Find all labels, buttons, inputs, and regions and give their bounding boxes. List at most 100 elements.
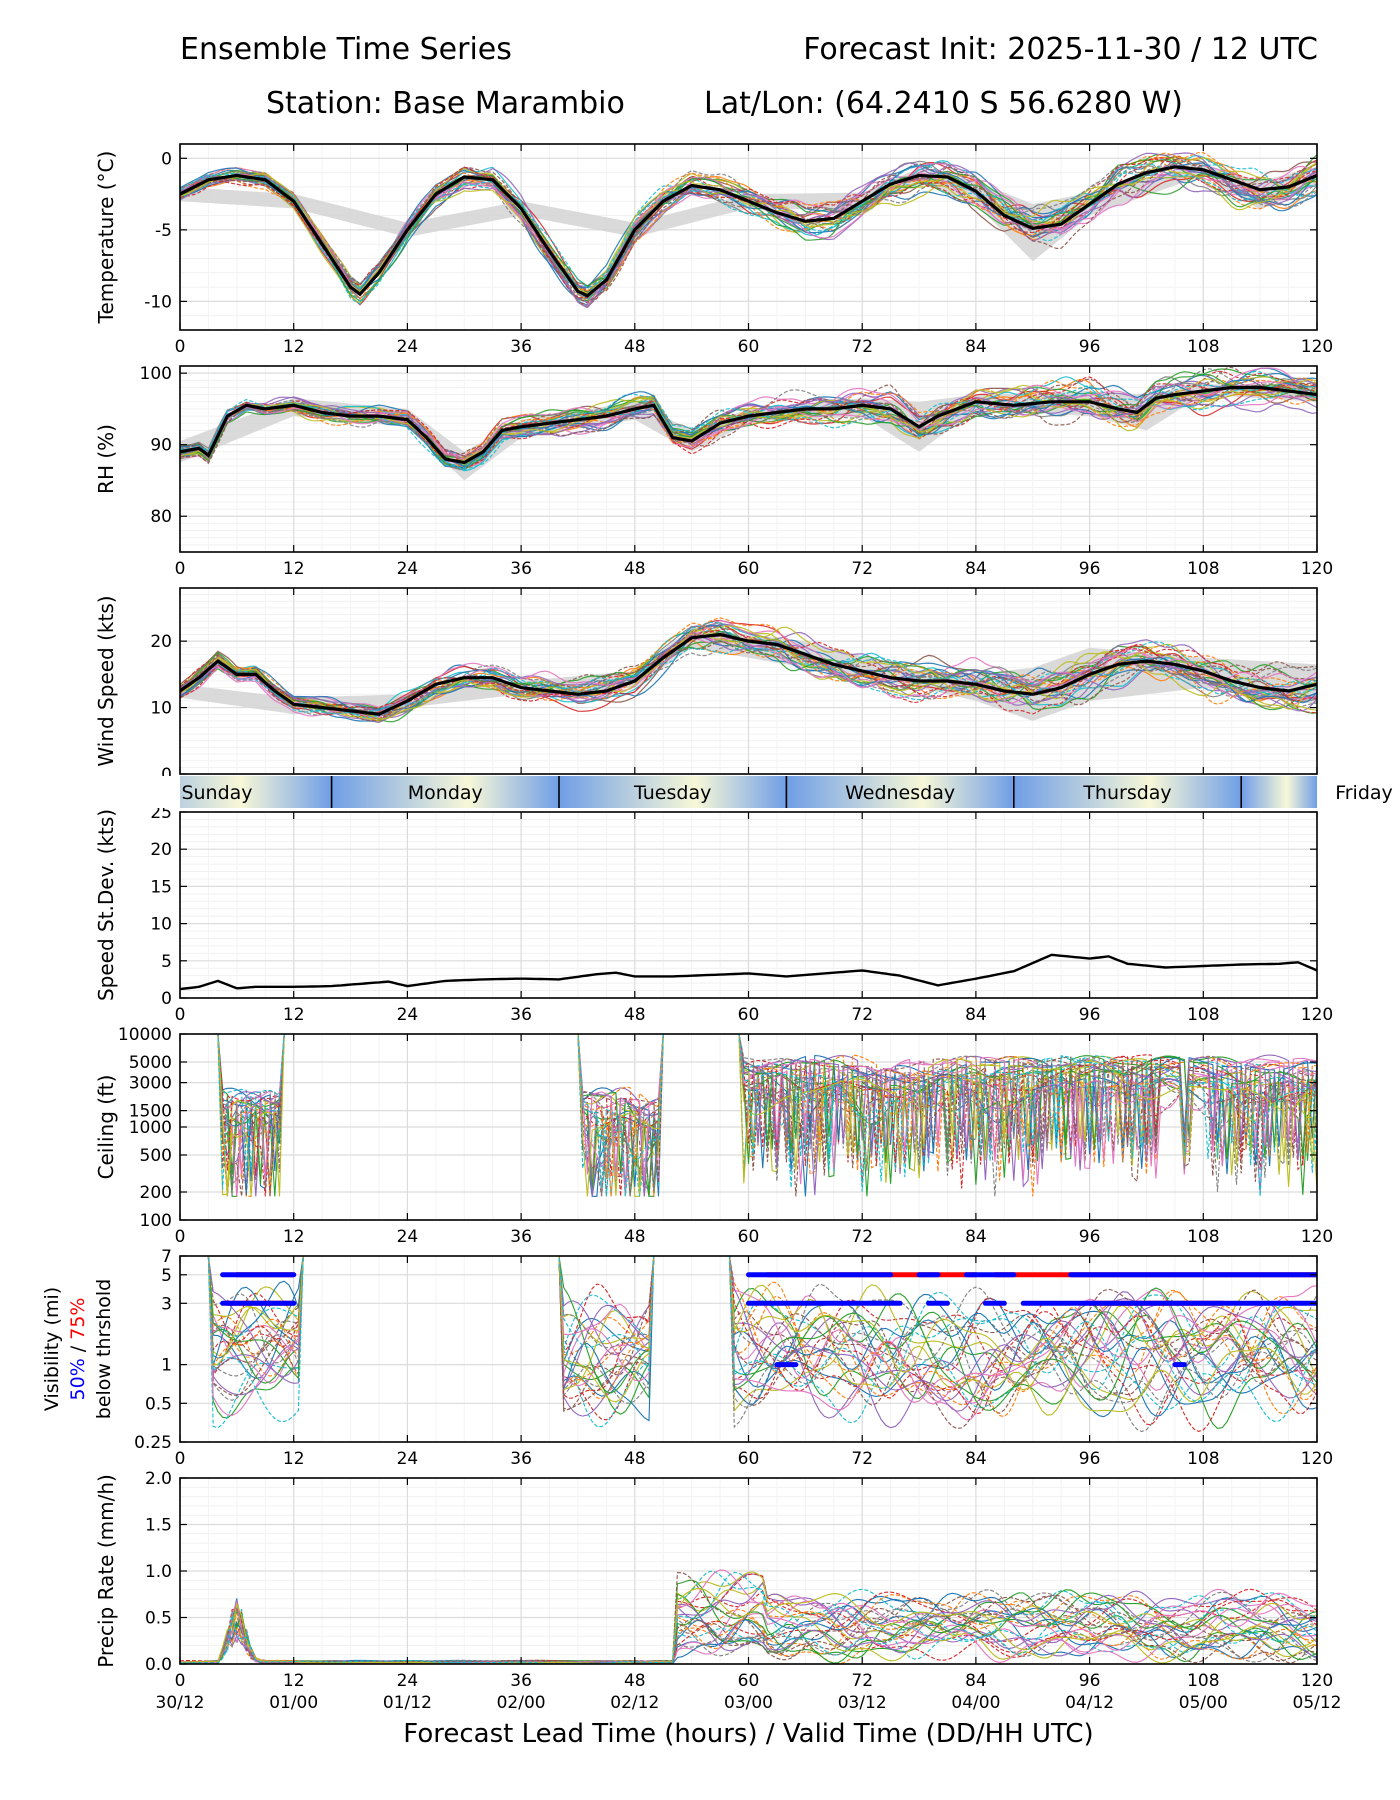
y-tick-label: 15 [150,877,172,897]
y-tick-label: 0 [161,149,172,169]
y-tick-label: 0.25 [134,1433,172,1453]
y-axis-label: RH (%) [94,424,118,494]
x-tick-label: 48 [624,1449,646,1469]
x-tick-label: 0 [175,1227,186,1247]
date-tick-label: 05/00 [1179,1693,1228,1713]
banner-mask [1317,776,1400,808]
x-tick-label: 36 [510,337,532,357]
date-tick-label: 02/00 [497,1693,546,1713]
x-tick-label: 84 [965,1671,987,1691]
day-band [786,776,1014,808]
ensemble-member-line [180,1592,1317,1664]
ensemble-member-line [180,378,1317,461]
y-tick-label: 1.5 [145,1516,172,1536]
x-tick-label: 48 [624,1671,646,1691]
ensemble-member-line [180,1256,1317,1416]
x-tick-label: 120 [1301,559,1333,579]
stdev-line [180,953,1317,991]
ensemble-member-line [180,1034,1317,1197]
x-tick-label: 0 [175,559,186,579]
ensemble-member-line [180,156,1317,304]
ensemble-mean-line [180,385,1317,465]
x-tick-label: 84 [965,337,987,357]
date-tick-label: 30/12 [156,1693,205,1713]
banner-mask [0,776,180,808]
ensemble-member-line [180,163,1317,302]
ensemble-member-line [180,1256,1317,1421]
x-tick-label: 36 [510,1005,532,1025]
y-tick-label: 2.0 [145,1469,172,1489]
ensemble-member-line [180,1588,1317,1664]
y-axis-label: Precip Rate (mm/h) [94,1474,118,1668]
ensemble-member-line [180,1256,1317,1412]
plot-area-speed_stdev [180,953,1317,991]
y-axis-label: Wind Speed (kts) [94,595,118,766]
x-tick-label: 0 [175,1449,186,1469]
y-tick-label: 0 [161,989,172,1009]
x-tick-label: 96 [1079,559,1101,579]
ensemble-member-line [180,1256,1317,1414]
ensemble-member-line [180,161,1317,308]
day-band [1241,776,1317,808]
x-tick-label: 72 [851,1227,873,1247]
ensemble-member-line [180,1256,1317,1415]
y-tick-label: 20 [150,840,172,860]
x-tick-label: 24 [397,559,419,579]
x-axis-label: Forecast Lead Time (hours) / Valid Time … [403,1719,1093,1749]
ensemble-member-line [180,1256,1317,1430]
x-tick-label: 24 [397,1227,419,1247]
ensemble-member-line [180,1256,1317,1418]
ensemble-member-line [180,1034,1317,1197]
x-tick-label: 12 [283,1227,305,1247]
y-axis-label: Visibility (mi) [41,1287,63,1411]
x-tick-label: 120 [1301,1227,1333,1247]
x-tick-label: 24 [397,1449,419,1469]
figure-title: Ensemble Time Series [180,32,512,67]
y-tick-label: 10 [150,915,172,935]
x-tick-label: 108 [1187,1671,1219,1691]
ensemble-member-line [180,1256,1317,1432]
panel-precip: 0.0 0.5 1.0 1.5 2.0 0 12 24 36 48 60 72 84 96 108 120 Pr… [94,1469,1342,1749]
x-tick-label: 108 [1187,337,1219,357]
panel-visibility: 0.25 0.5 1 3 57 0 12 24 36 48 60 72 84 96 108 120 Visibi… [41,1247,1333,1469]
day-band [1013,776,1242,808]
y-tick-label: -5 [155,221,172,241]
y-axis-label-below: below thrshold [93,1279,115,1419]
x-tick-label: 96 [1079,337,1101,357]
label-separator: / [67,1340,89,1358]
x-tick-label: 48 [624,1005,646,1025]
date-tick-label: 04/00 [951,1693,1000,1713]
x-tick-label: 12 [283,559,305,579]
x-tick-label: 36 [510,1449,532,1469]
x-tick-label: 72 [851,1671,873,1691]
x-tick-label: 12 [283,1671,305,1691]
x-tick-label: 48 [624,559,646,579]
ensemble-member-line [180,1572,1317,1664]
panel-rh: 100 90 80 0 12 24 36 48 60 72 84 96 108 120 RH (%) [94,364,1333,579]
x-tick-label: 60 [738,559,760,579]
y-axis-label-percent: 50% / 75% [67,1298,89,1401]
y-tick-label: 200 [140,1183,172,1203]
y-tick-label: 20 [150,632,172,652]
y-tick-label: 5000 [129,1053,172,1073]
ensemble-member-line [180,1256,1317,1424]
y-tick-label: 1500 [129,1102,172,1122]
x-tick-label: 120 [1301,1449,1333,1469]
ensemble-member-line [180,1256,1317,1413]
date-tick-label: 05/12 [1293,1693,1342,1713]
x-tick-label: 60 [738,337,760,357]
x-tick-label: 24 [397,1671,419,1691]
x-tick-label: 120 [1301,1005,1333,1025]
y-tick-label: 500 [140,1146,172,1166]
ensemble-member-line [180,1256,1317,1422]
x-tick-label: 0 [175,337,186,357]
y-axis-label: Speed St.Dev. (kts) [94,809,118,1001]
day-band [331,776,559,808]
day-label: Thursday [1082,782,1171,804]
x-tick-label: 36 [510,1227,532,1247]
x-tick-label: 12 [283,1005,305,1025]
y-tick-label: 0 [161,765,172,785]
y-tick-label: 100 [140,1211,172,1231]
